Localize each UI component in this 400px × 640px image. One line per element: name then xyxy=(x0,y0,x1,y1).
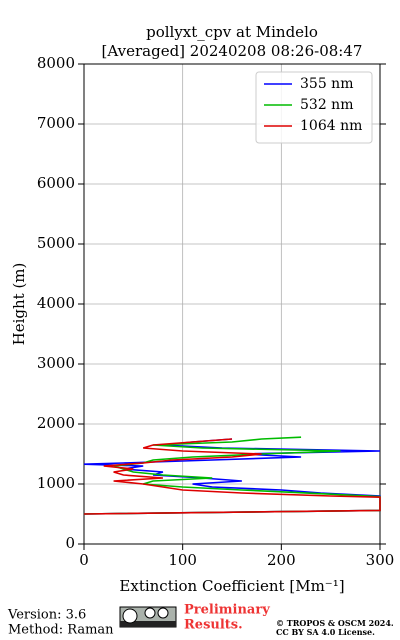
logo-circle xyxy=(144,607,156,619)
legend-label: 355 nm xyxy=(300,76,353,92)
copyright: © TROPOS & OSCM 2024. xyxy=(276,618,394,628)
x-tick-label: 300 xyxy=(366,551,395,569)
y-axis-label: Height (m) xyxy=(10,263,28,346)
x-tick-label: 100 xyxy=(168,551,197,569)
legend-label: 532 nm xyxy=(300,97,353,113)
notice: Preliminary xyxy=(184,603,270,618)
y-tick-label: 0 xyxy=(65,534,75,552)
logo-circle xyxy=(157,607,169,619)
x-axis-label: Extinction Coefficient [Mm⁻¹] xyxy=(119,577,344,595)
logo-circle xyxy=(122,608,138,624)
plot-frame xyxy=(83,63,381,545)
y-tick-label: 6000 xyxy=(37,174,75,192)
y-tick-label: 4000 xyxy=(37,294,75,312)
chart-subtitle: [Averaged] 20240208 08:26-08:47 xyxy=(102,42,363,60)
notice: Results. xyxy=(184,618,243,633)
version: Version: 3.6 xyxy=(7,608,86,623)
y-tick-label: 5000 xyxy=(37,234,75,252)
chart-title: pollyxt_cpv at Mindelo xyxy=(146,23,318,41)
y-tick-label: 3000 xyxy=(37,354,75,372)
method: Method: Raman xyxy=(8,623,114,638)
y-tick-label: 8000 xyxy=(37,54,75,72)
cc-logo xyxy=(119,606,177,628)
logo-band xyxy=(120,621,176,627)
profile-line xyxy=(83,438,381,515)
y-tick-label: 7000 xyxy=(37,114,75,132)
x-tick-label: 200 xyxy=(267,551,296,569)
y-tick-label: 2000 xyxy=(37,414,75,432)
copyright: CC BY SA 4.0 License. xyxy=(276,627,375,637)
y-tick-label: 1000 xyxy=(37,474,75,492)
x-tick-label: 0 xyxy=(79,551,89,569)
legend-label: 1064 nm xyxy=(300,118,362,134)
